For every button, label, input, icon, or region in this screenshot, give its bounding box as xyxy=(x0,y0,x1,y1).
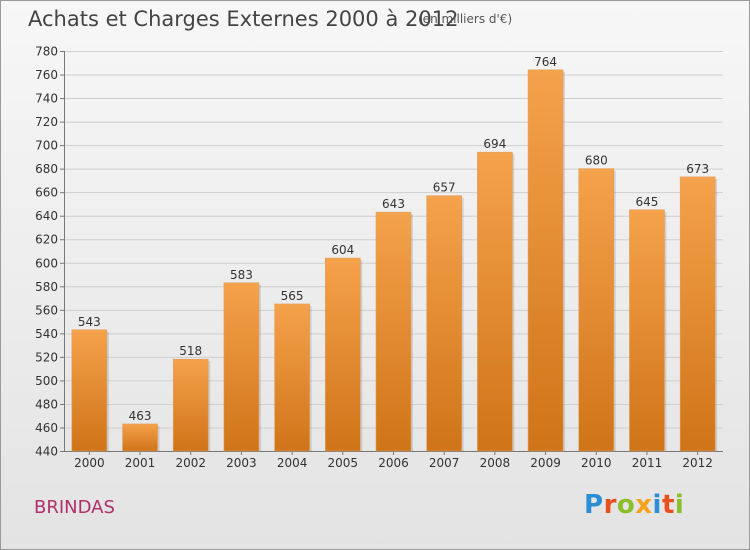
x-tick-label: 2009 xyxy=(530,456,561,470)
x-tick-label: 2005 xyxy=(328,456,359,470)
location-label: BRINDAS xyxy=(34,497,115,518)
y-tick-label: 600 xyxy=(35,256,58,270)
x-tick-label: 2011 xyxy=(632,456,663,470)
y-tick-label: 760 xyxy=(35,68,58,82)
y-tick-label: 520 xyxy=(35,350,58,364)
bar xyxy=(527,69,564,452)
y-tick-label: 540 xyxy=(35,327,58,341)
y-tick-label: 500 xyxy=(35,374,58,388)
y-tick-label: 460 xyxy=(35,421,58,435)
y-tick-label: 780 xyxy=(35,45,58,59)
logo-letter: x xyxy=(635,490,653,520)
bar xyxy=(122,423,158,452)
x-tick-label: 2002 xyxy=(175,456,206,470)
x-tick-label: 2006 xyxy=(378,456,409,470)
data-label: 764 xyxy=(534,55,557,69)
bar xyxy=(578,168,615,452)
x-tick-label: 2010 xyxy=(581,456,612,470)
y-tick-label: 580 xyxy=(35,280,58,294)
x-tick-label: 2008 xyxy=(480,456,511,470)
y-tick-label: 680 xyxy=(35,162,58,176)
x-tick-label: 2003 xyxy=(226,456,257,470)
y-tick-label: 640 xyxy=(35,209,58,223)
y-tick-label: 560 xyxy=(35,303,58,317)
data-label: 604 xyxy=(331,243,354,257)
y-tick-label: 440 xyxy=(35,445,58,459)
x-tick-label: 2000 xyxy=(74,456,105,470)
chart-subtitle: (en milliers d'€) xyxy=(418,12,513,26)
x-tick-label: 2012 xyxy=(682,456,713,470)
bar xyxy=(426,195,462,452)
bar xyxy=(325,257,361,452)
data-label: 565 xyxy=(281,289,304,303)
data-label: 583 xyxy=(230,268,253,282)
bar xyxy=(223,282,260,452)
data-label: 518 xyxy=(179,344,202,358)
bar xyxy=(679,176,716,452)
bar xyxy=(375,211,412,452)
data-label: 643 xyxy=(382,197,405,211)
logo-letter: i xyxy=(652,490,662,520)
y-tick-label: 740 xyxy=(35,92,58,106)
x-tick-label: 2004 xyxy=(277,456,308,470)
logo-letter: o xyxy=(616,490,636,520)
chart-title: Achats et Charges Externes 2000 à 2012 xyxy=(28,7,459,31)
logo-letter: i xyxy=(674,490,685,520)
y-tick-label: 720 xyxy=(35,115,58,129)
data-labels: 543 463 518 583 565 604 643 657 694 764 680 645 673 xyxy=(78,55,709,423)
y-tick-label: 700 xyxy=(35,139,58,153)
bars xyxy=(71,69,718,452)
data-label: 645 xyxy=(636,195,659,209)
logo-letter: r xyxy=(603,490,617,520)
bar xyxy=(477,151,513,452)
bar xyxy=(71,329,108,452)
data-label: 543 xyxy=(78,315,101,329)
logo-letter: P xyxy=(584,490,604,520)
data-label: 694 xyxy=(483,137,506,151)
bar xyxy=(274,303,310,452)
x-tick-label: 2001 xyxy=(125,456,156,470)
data-label: 680 xyxy=(585,154,608,168)
y-tick-label: 480 xyxy=(35,397,58,411)
bar xyxy=(172,358,209,452)
proxiti-logo: Proxiti xyxy=(584,490,684,520)
data-label: 463 xyxy=(129,409,152,423)
data-label: 673 xyxy=(686,162,709,176)
data-label: 657 xyxy=(433,181,456,195)
axes: 440 460 480 500 520 540 560 580 600 620 640 660 680 7… xyxy=(35,45,723,470)
x-tick-label: 2007 xyxy=(429,456,460,470)
logo-letter: t xyxy=(661,490,675,520)
bar xyxy=(629,209,665,452)
y-tick-label: 620 xyxy=(35,233,58,247)
y-tick-label: 660 xyxy=(35,186,58,200)
